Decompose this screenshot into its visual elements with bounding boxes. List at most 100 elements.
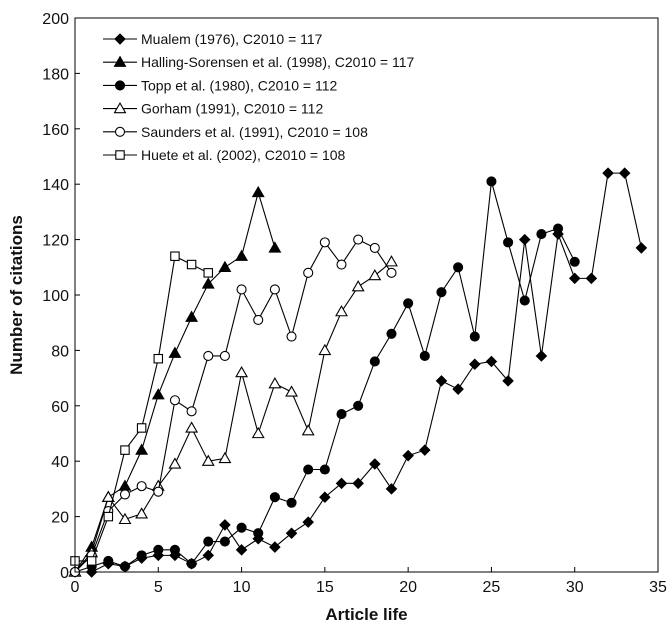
- data-point: [186, 558, 197, 569]
- legend-marker: [114, 80, 126, 91]
- data-point: [119, 561, 131, 572]
- data-point: [201, 454, 215, 466]
- axes-group: 0 5 10 15 20 25 30 35 0 20 40 60 80 100 120 140 160 180 20…: [42, 11, 667, 596]
- data-point: [268, 241, 282, 253]
- data-point: [153, 544, 164, 555]
- data-point: [452, 383, 464, 395]
- legend-label: Gorham (1991), C2010 = 112: [141, 101, 323, 117]
- data-point: [335, 305, 348, 317]
- data-point: [369, 242, 380, 253]
- data-point: [251, 185, 265, 198]
- data-point: [268, 377, 282, 389]
- x-tick-label: 15: [316, 579, 334, 596]
- data-point: [535, 350, 548, 362]
- legend-marker: [114, 126, 126, 137]
- data-point: [403, 298, 414, 309]
- data-point: [170, 251, 180, 261]
- data-point: [286, 497, 297, 508]
- legend-item: Topp et al. (1980), C2010 = 112: [103, 77, 337, 93]
- data-point: [251, 426, 265, 439]
- series-group: [68, 167, 648, 578]
- legend-label: Topp et al. (1980), C2010 = 112: [141, 77, 337, 93]
- data-point: [236, 284, 247, 295]
- data-point: [502, 375, 514, 387]
- legend-marker: [115, 150, 125, 160]
- data-point: [136, 423, 147, 433]
- data-point: [169, 395, 180, 406]
- data-point: [135, 443, 149, 455]
- legend-label: Saunders et al. (1991), C2010 = 108: [141, 124, 368, 140]
- data-point: [103, 555, 114, 566]
- data-point: [503, 237, 514, 248]
- data-point: [419, 350, 430, 361]
- data-point: [602, 167, 614, 179]
- data-point: [301, 424, 315, 436]
- legend-label: Mualem (1976), C2010 = 117: [141, 31, 323, 47]
- series-3: [69, 176, 580, 578]
- data-point: [169, 544, 180, 555]
- data-point: [285, 385, 298, 397]
- x-tick-label: 30: [566, 579, 584, 596]
- x-tick-label: 35: [649, 579, 667, 596]
- data-point: [368, 269, 382, 281]
- y-tick-label: 200: [42, 11, 69, 28]
- data-point: [118, 512, 132, 525]
- data-point: [635, 242, 648, 254]
- y-tick-label: 140: [42, 177, 69, 194]
- data-point: [518, 233, 531, 246]
- legend: Mualem (1976), C2010 = 117 Halling-Sorens…: [103, 31, 415, 163]
- data-point: [369, 458, 381, 470]
- data-point: [385, 483, 398, 495]
- data-point: [202, 549, 215, 562]
- y-tick-label: 0: [60, 565, 69, 582]
- data-point: [235, 249, 249, 261]
- data-point: [468, 358, 481, 371]
- data-point: [218, 260, 232, 272]
- data-point: [253, 528, 264, 539]
- data-point: [353, 234, 364, 245]
- data-point: [151, 388, 165, 400]
- data-point: [386, 328, 397, 339]
- data-point: [536, 229, 547, 240]
- data-point: [86, 556, 97, 566]
- data-point: [386, 267, 397, 278]
- legend-item: Gorham (1991), C2010 = 112: [103, 101, 323, 117]
- data-point: [618, 167, 631, 179]
- data-point: [335, 477, 348, 490]
- y-tick-label: 160: [42, 122, 69, 139]
- data-point: [186, 406, 197, 417]
- y-tick-label: 20: [51, 510, 69, 527]
- data-point: [353, 400, 364, 411]
- data-point: [286, 331, 297, 342]
- data-point: [585, 272, 598, 285]
- data-point: [119, 489, 131, 500]
- data-point: [569, 256, 580, 267]
- data-point: [168, 457, 182, 469]
- data-point: [218, 451, 232, 464]
- legend-item: Mualem (1976), C2010 = 117: [103, 31, 323, 47]
- data-point: [136, 550, 147, 561]
- x-tick-label: 20: [399, 579, 417, 596]
- data-point: [336, 259, 347, 270]
- legend-marker: [113, 101, 127, 114]
- data-point: [168, 346, 182, 358]
- data-point: [385, 255, 398, 267]
- data-point: [235, 544, 248, 556]
- legend-item: Huete et al. (2002), C2010 = 108: [103, 147, 346, 163]
- data-point: [153, 353, 164, 364]
- legend-marker: [113, 55, 127, 67]
- data-point: [103, 511, 114, 522]
- data-point: [319, 464, 330, 475]
- data-point: [269, 541, 281, 553]
- y-tick-label: 180: [42, 66, 69, 83]
- legend-marker: [114, 33, 126, 45]
- x-tick-label: 5: [154, 579, 163, 596]
- data-point: [318, 343, 332, 356]
- legend-label: Huete et al. (2002), C2010 = 108: [141, 147, 346, 163]
- data-point: [486, 176, 497, 187]
- data-point: [236, 522, 247, 533]
- data-point: [369, 356, 380, 367]
- data-point: [269, 492, 280, 503]
